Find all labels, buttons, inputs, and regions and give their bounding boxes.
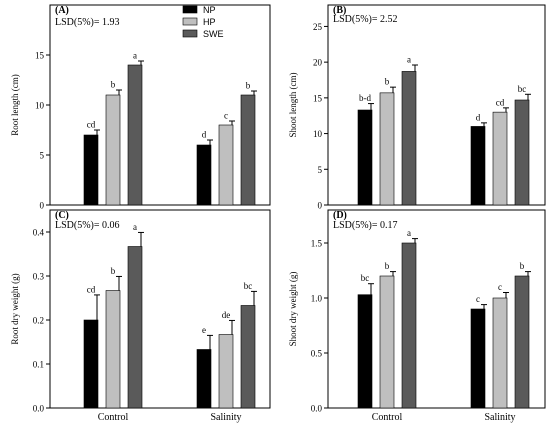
significance-letter: bc — [361, 273, 370, 283]
legend-swatch — [182, 29, 198, 38]
plot-frame — [327, 4, 546, 206]
significance-letter: a — [407, 228, 411, 238]
y-tick-label: 10 — [313, 129, 323, 139]
bar — [127, 246, 143, 409]
significance-letter: a — [133, 222, 137, 232]
y-axis-label: Shoot length (cm) — [288, 73, 298, 138]
bar — [240, 305, 256, 409]
significance-letter: b — [520, 261, 525, 271]
bar — [196, 144, 212, 206]
bar — [470, 126, 486, 206]
bar — [196, 349, 212, 409]
legend-swatch — [182, 17, 198, 26]
y-tick-label: 0.0 — [33, 404, 45, 414]
y-tick-label: 0.3 — [33, 272, 45, 282]
y-tick-label: 1.0 — [311, 294, 323, 304]
y-tick-label: 0.4 — [33, 228, 45, 238]
y-tick-label: 0.0 — [311, 404, 323, 414]
significance-letter: d — [476, 112, 481, 122]
significance-letter: b — [111, 80, 116, 90]
bar — [401, 71, 417, 206]
panel-label: (A) — [55, 5, 69, 16]
significance-letter: c — [224, 111, 228, 121]
significance-letter: de — [222, 310, 231, 320]
significance-letter: bc — [518, 84, 527, 94]
legend-swatch — [182, 5, 198, 14]
bar — [357, 109, 373, 206]
bar — [470, 308, 486, 409]
plot-frame — [49, 4, 271, 206]
lsd-label: LSD(5%)= 0.17 — [333, 220, 398, 231]
significance-letter: d — [202, 130, 207, 140]
bar — [218, 124, 234, 206]
y-axis-label: Root dry weight (g) — [10, 273, 20, 344]
bar — [218, 334, 234, 409]
y-tick-label: 5 — [318, 165, 323, 175]
significance-letter: cd — [87, 284, 96, 294]
significance-letter: b — [385, 261, 390, 271]
significance-letter: cd — [496, 97, 505, 107]
significance-letter: b — [246, 81, 251, 91]
plot-frame — [327, 209, 546, 409]
y-tick-label: 0 — [40, 201, 45, 211]
x-tick-label: Control — [372, 412, 403, 423]
bar — [105, 94, 121, 206]
legend-label: HP — [203, 17, 216, 27]
significance-letter: cd — [87, 120, 96, 130]
lsd-label: LSD(5%)= 2.52 — [333, 14, 398, 25]
panel-label: (C) — [55, 210, 69, 221]
significance-letter: b — [385, 77, 390, 87]
bar — [492, 111, 508, 206]
bar — [83, 134, 99, 206]
y-axis-label: Root length (cm) — [10, 74, 20, 136]
y-tick-label: 20 — [313, 58, 323, 68]
chart-panel: 0.0 0.5 1.0 1.5 Shoot dry weight (g) (D)LSD(5… — [288, 209, 546, 423]
bar — [105, 290, 121, 409]
significance-letter: bc — [244, 281, 253, 291]
chart-panel: 0 5 10 15 20 25 Shoot length (cm) (B)LSD(5%)= 2… — [288, 4, 546, 211]
y-tick-label: 25 — [313, 22, 323, 32]
bar — [127, 64, 143, 206]
y-tick-label: 0 — [318, 201, 323, 211]
significance-letter: b — [111, 266, 116, 276]
y-tick-label: 0.2 — [33, 316, 44, 326]
x-tick-label: Salinity — [484, 412, 515, 423]
significance-letter: c — [476, 294, 480, 304]
legend-label: SWE — [203, 29, 224, 39]
bar — [379, 92, 395, 206]
panel-label: (B) — [333, 5, 346, 16]
significance-letter: b-d — [359, 93, 371, 103]
bar — [83, 319, 99, 409]
bar — [240, 94, 256, 206]
y-axis-label: Shoot dry weight (g) — [288, 272, 298, 347]
bar — [357, 294, 373, 409]
y-tick-label: 0.5 — [311, 349, 323, 359]
significance-letter: a — [407, 55, 411, 65]
significance-letter: e — [202, 325, 206, 335]
x-tick-label: Salinity — [210, 412, 241, 423]
x-tick-label: Control — [98, 412, 129, 423]
y-tick-label: 15 — [35, 51, 45, 61]
lsd-label: LSD(5%)= 0.06 — [55, 220, 120, 231]
bar — [492, 297, 508, 409]
y-tick-label: 10 — [35, 101, 45, 111]
bar — [401, 242, 417, 409]
y-tick-label: 15 — [313, 93, 323, 103]
bar — [514, 99, 530, 206]
y-tick-label: 0.1 — [33, 360, 44, 370]
legend-label: NP — [203, 5, 216, 15]
y-tick-label: 1.5 — [311, 239, 323, 249]
plot-frame — [49, 209, 271, 409]
lsd-label: LSD(5%)= 1.93 — [55, 17, 120, 28]
legend: NP HP SWE — [182, 5, 224, 39]
chart-panel: 0.0 0.1 0.2 0.3 0.4 Root dry weight (g) (C)LSD… — [10, 209, 271, 423]
bar — [379, 275, 395, 409]
significance-letter: c — [498, 282, 502, 292]
y-tick-label: 5 — [40, 151, 45, 161]
bar — [514, 275, 530, 409]
panel-label: (D) — [333, 210, 347, 221]
significance-letter: a — [133, 51, 137, 61]
